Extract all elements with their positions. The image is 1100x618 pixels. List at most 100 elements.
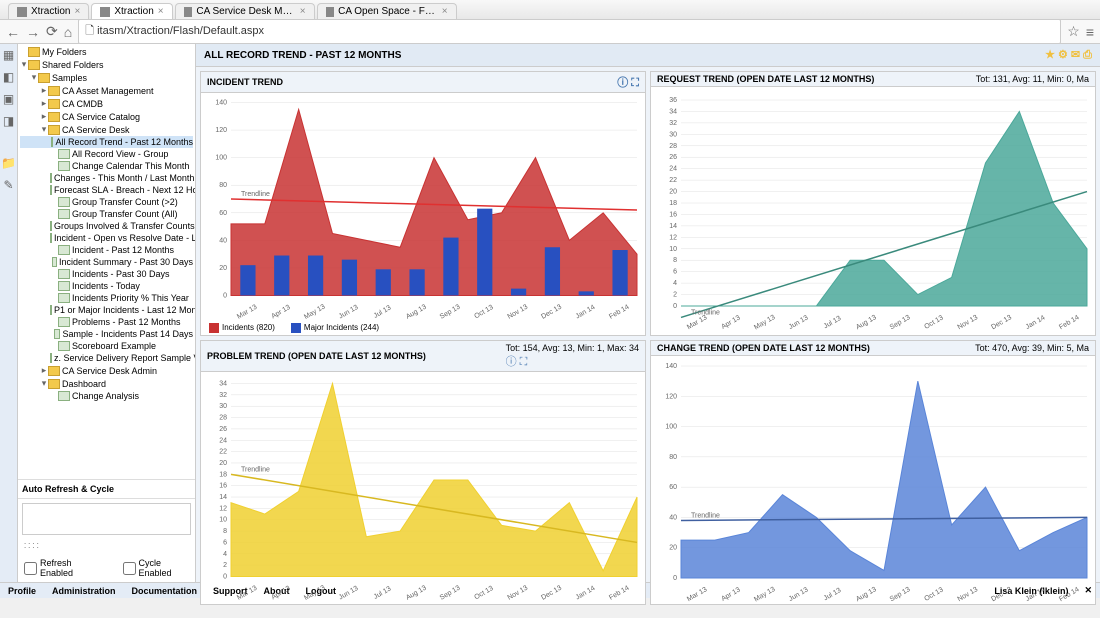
svg-text:May 13: May 13	[753, 314, 776, 332]
footer-link[interactable]: Documentation	[132, 586, 198, 596]
svg-text:14: 14	[219, 494, 227, 501]
incident-legend: Incidents (820)Major Incidents (244)	[201, 321, 645, 335]
folder-item[interactable]: ▸CA CMDB	[20, 97, 193, 110]
footer-link[interactable]: Profile	[8, 586, 36, 596]
svg-text:0: 0	[673, 575, 677, 582]
report-item[interactable]: All Record Trend - Past 12 Months	[20, 136, 193, 148]
svg-text:6: 6	[223, 539, 227, 546]
sidebar: My Folders▾Shared Folders▾Samples▸CA Ass…	[18, 44, 196, 582]
bookmark-button[interactable]: ☆	[1067, 23, 1080, 40]
tool-icon[interactable]: ✎	[3, 178, 13, 192]
panel-actions[interactable]: ⓘ ⛶	[617, 74, 639, 90]
svg-text:6: 6	[673, 269, 677, 276]
svg-text:18: 18	[669, 200, 677, 207]
browser-tab[interactable]: CA Service Desk Manage×	[175, 3, 315, 19]
dashboard-title: ALL RECORD TREND - PAST 12 MONTHS	[204, 50, 401, 61]
svg-text:Sep 13: Sep 13	[439, 304, 462, 321]
report-item[interactable]: P1 or Major Incidents - Last 12 Months	[20, 304, 193, 316]
report-item[interactable]: Incident Summary - Past 30 Days	[20, 256, 193, 268]
browser-tabs: Xtraction×Xtraction×CA Service Desk Mana…	[0, 0, 1100, 20]
refresh-enabled-checkbox[interactable]: Refresh Enabled	[24, 558, 99, 578]
svg-text:34: 34	[669, 108, 677, 115]
report-item[interactable]: Change Analysis	[20, 390, 193, 402]
svg-text:Apr 13: Apr 13	[270, 304, 291, 320]
report-item[interactable]: Change Calendar This Month	[20, 160, 193, 172]
home-button[interactable]: ⌂	[64, 24, 72, 40]
svg-text:12: 12	[219, 505, 227, 512]
reload-button[interactable]: ⟳	[46, 23, 58, 40]
forward-button[interactable]: →	[26, 24, 40, 40]
cycle-enabled-checkbox[interactable]: Cycle Enabled	[123, 558, 189, 578]
svg-text:2: 2	[223, 562, 227, 569]
panel-title: REQUEST TREND (OPEN DATE LAST 12 MONTHS)	[657, 74, 874, 84]
report-item[interactable]: All Record View - Group	[20, 148, 193, 160]
report-item[interactable]: Sample - Incidents Past 14 Days	[20, 328, 193, 340]
dashboard-actions[interactable]: ★ ⚙ ✉ ⎙	[1045, 48, 1092, 62]
folder-item[interactable]: ▾Dashboard	[20, 377, 193, 390]
folder-item[interactable]: My Folders	[20, 46, 193, 58]
svg-text:12: 12	[669, 234, 677, 241]
report-item[interactable]: Incident - Open vs Resolve Date - Last	[20, 232, 193, 244]
svg-text:Nov 13: Nov 13	[956, 314, 979, 331]
svg-text:Feb 14: Feb 14	[608, 585, 630, 602]
refresh-box	[22, 503, 191, 535]
svg-text:4: 4	[223, 551, 227, 558]
panel-actions[interactable]: ⓘ ⛶	[506, 353, 639, 369]
tool-icon[interactable]: ▦	[3, 48, 14, 62]
svg-text:Sep 13: Sep 13	[439, 585, 462, 602]
folder-item[interactable]: ▾CA Service Desk	[20, 123, 193, 136]
svg-text:0: 0	[223, 293, 227, 300]
report-item[interactable]: z. Service Delivery Report Sample V0	[20, 352, 193, 364]
svg-text:Aug 13: Aug 13	[855, 586, 878, 603]
browser-tab[interactable]: Xtraction×	[91, 3, 172, 19]
report-item[interactable]: Group Transfer Count (>2)	[20, 196, 193, 208]
folder-item[interactable]: ▸CA Asset Management	[20, 84, 193, 97]
svg-text:Nov 13: Nov 13	[956, 586, 979, 603]
tool-icon[interactable]: ◨	[3, 114, 14, 128]
svg-text:26: 26	[669, 154, 677, 161]
svg-text:May 13: May 13	[303, 303, 326, 321]
report-item[interactable]: Forecast SLA - Breach - Next 12 Hours	[20, 184, 193, 196]
folder-item[interactable]: ▸CA Service Desk Admin	[20, 364, 193, 377]
svg-text:May 13: May 13	[303, 584, 326, 602]
browser-tab[interactable]: Xtraction×	[8, 3, 89, 19]
folder-item[interactable]: ▾Samples	[20, 71, 193, 84]
report-item[interactable]: Incident - Past 12 Months	[20, 244, 193, 256]
tool-icon[interactable]: ◧	[3, 70, 14, 84]
svg-text:Jun 13: Jun 13	[788, 314, 810, 331]
svg-text:20: 20	[669, 545, 677, 552]
folder-item[interactable]: ▾Shared Folders	[20, 58, 193, 71]
legend-item: Incidents (820)	[209, 323, 275, 333]
report-item[interactable]: Incidents - Past 30 Days	[20, 268, 193, 280]
folder-item[interactable]: ▸CA Service Catalog	[20, 110, 193, 123]
url-input[interactable]: 🗋 itasm/Xtraction/Flash/Default.aspx	[78, 19, 1061, 44]
tool-icon[interactable]: 📁	[1, 156, 16, 170]
svg-text:May 13: May 13	[753, 586, 776, 604]
svg-text:2: 2	[673, 292, 677, 299]
svg-text:Aug 13: Aug 13	[855, 314, 878, 331]
svg-text:Oct 13: Oct 13	[473, 585, 494, 601]
folder-tree[interactable]: My Folders▾Shared Folders▾Samples▸CA Ass…	[18, 44, 195, 480]
browser-tab[interactable]: CA Open Space - Forward×	[317, 3, 457, 19]
report-item[interactable]: Problems - Past 12 Months	[20, 316, 193, 328]
resize-handle[interactable]: ∷∷	[18, 539, 195, 554]
tool-icon[interactable]: ▣	[3, 92, 14, 106]
svg-text:20: 20	[669, 189, 677, 196]
svg-text:60: 60	[219, 210, 227, 217]
panel-stats: Tot: 154, Avg: 13, Min: 1, Max: 34	[506, 343, 639, 353]
report-item[interactable]: Scoreboard Example	[20, 340, 193, 352]
report-item[interactable]: Changes - This Month / Last Month - L	[20, 172, 193, 184]
svg-text:Jul 13: Jul 13	[823, 315, 843, 330]
report-item[interactable]: Incidents - Today	[20, 280, 193, 292]
back-button[interactable]: ←	[6, 24, 20, 40]
menu-button[interactable]: ≡	[1086, 24, 1094, 40]
svg-text:Jun 13: Jun 13	[338, 304, 360, 321]
footer-link[interactable]: Administration	[52, 586, 116, 596]
svg-text:16: 16	[669, 211, 677, 218]
report-item[interactable]: Incidents Priority % This Year	[20, 292, 193, 304]
panel-title: INCIDENT TREND	[207, 77, 283, 87]
svg-text:Apr 13: Apr 13	[720, 586, 741, 602]
svg-text:80: 80	[669, 454, 677, 461]
report-item[interactable]: Group Transfer Count (All)	[20, 208, 193, 220]
report-item[interactable]: Groups Involved & Transfer Counts for	[20, 220, 193, 232]
